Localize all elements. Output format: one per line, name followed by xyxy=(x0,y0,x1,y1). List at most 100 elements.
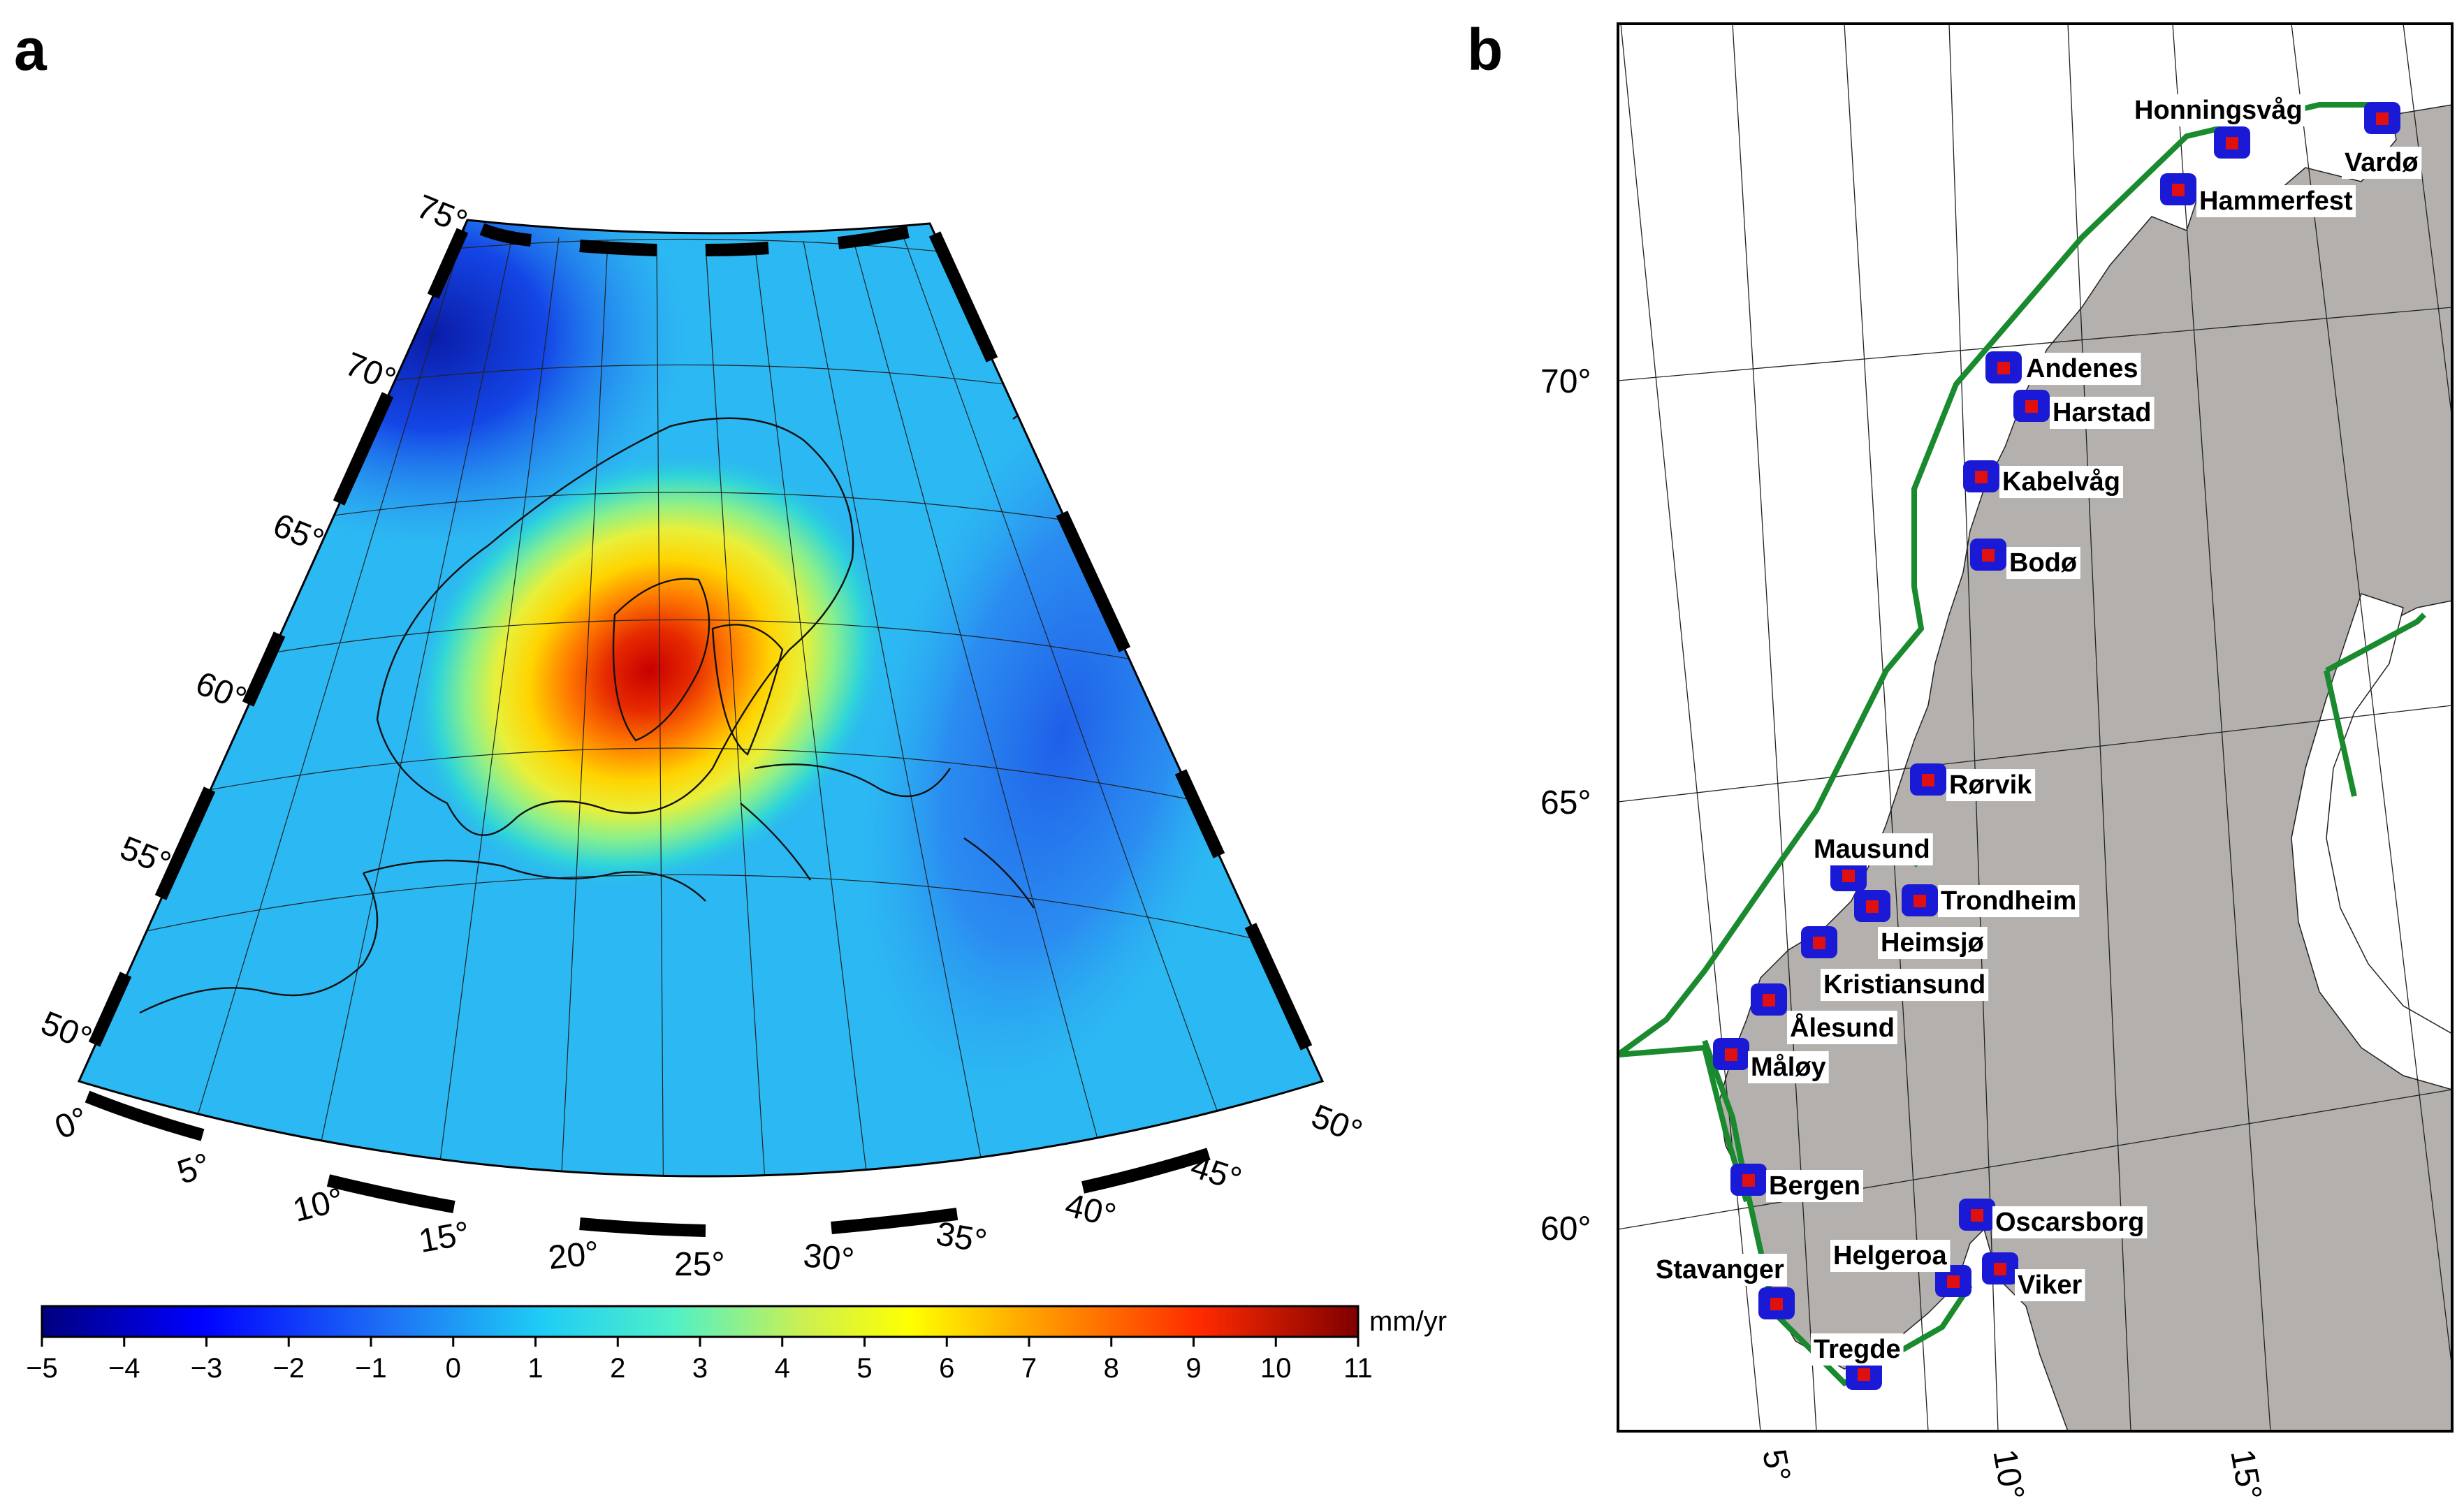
station-heimsjø[interactable]: Heimsjø xyxy=(1854,890,1988,960)
station-vardø[interactable]: Vardø xyxy=(2342,102,2422,180)
colorbar-tick-label: −1 xyxy=(355,1353,387,1384)
station-trondheim[interactable]: Trondheim xyxy=(1902,884,2080,918)
station-label-background xyxy=(1821,969,1989,1002)
station-label-background xyxy=(2196,185,2356,218)
station-label-background xyxy=(2342,147,2422,180)
lat-label-50: 50° xyxy=(36,1004,96,1057)
panel-b-letter: b xyxy=(1467,17,1503,82)
lon-label-0: 0° xyxy=(50,1100,93,1146)
lon-label-50: 50° xyxy=(1306,1098,1367,1151)
station-label-background xyxy=(1748,1051,1829,1084)
station-label: Mausund xyxy=(1814,835,1930,864)
station-label-background xyxy=(1653,1254,1787,1287)
colorbar-tick-label: 10 xyxy=(1260,1353,1292,1384)
tide-gauge-marker xyxy=(1947,1275,1960,1288)
station-label-background xyxy=(2131,94,2305,127)
station-rørvik[interactable]: Rørvik xyxy=(1910,763,2036,802)
station-label: Kristiansund xyxy=(1823,970,1985,1000)
lon-label-40: 40° xyxy=(1061,1187,1119,1235)
b-lat-label-60: 60° xyxy=(1540,1210,1591,1247)
station-label: Helgeroa xyxy=(1833,1241,1947,1271)
station-label-background xyxy=(2006,547,2080,580)
station-label-background xyxy=(2050,397,2155,430)
station-label-background xyxy=(2023,353,2141,386)
tide-gauge-marker xyxy=(1922,774,1934,786)
station-harstad[interactable]: Harstad xyxy=(2013,390,2155,430)
tide-gauge-marker xyxy=(1982,549,1995,562)
station-viker[interactable]: Viker xyxy=(1982,1252,2085,1302)
colorbar-units: mm/yr xyxy=(1369,1306,1447,1337)
tide-gauge-marker xyxy=(2226,137,2238,149)
station-label: Bergen xyxy=(1769,1171,1860,1201)
panel-b-map: 70° 65° 60° 5° 10° 15° HonningsvågVardøH… xyxy=(1540,22,2454,1503)
frame-border-bottom xyxy=(85,1090,1211,1237)
station-label-background xyxy=(2015,1269,2085,1302)
tide-gauge-marker xyxy=(2172,184,2185,196)
tide-gauge-marker xyxy=(1813,937,1825,949)
tide-gauge-marker xyxy=(1770,1298,1783,1310)
tide-gauge-marker xyxy=(2025,400,2038,413)
station-label: Viker xyxy=(2018,1271,2082,1300)
b-lon-label-5: 5° xyxy=(1755,1447,1797,1484)
coastlines-a xyxy=(139,407,1063,1014)
station-kabelvåg[interactable]: Kabelvåg xyxy=(1963,460,2123,499)
colorbar-tick-label: 6 xyxy=(939,1353,954,1384)
map-frame-a xyxy=(77,219,1325,1178)
frame-border-right xyxy=(928,231,1313,1051)
colorbar-ticks: −5 −4 −3 −2 −1 0 1 2 3 4 5 6 7 8 9 10 11 xyxy=(26,1337,1373,1384)
station-label-background xyxy=(1992,1206,2148,1239)
station-label: Ålesund xyxy=(1790,1012,1895,1043)
tide-gauge-marker xyxy=(1971,1209,1983,1222)
station-tregde[interactable]: Tregde xyxy=(1811,1333,1904,1390)
station-honningsvåg[interactable]: Honningsvåg xyxy=(2131,94,2305,159)
tide-gauge-marker xyxy=(1866,900,1879,913)
station-mausund[interactable]: Mausund xyxy=(1811,833,1933,891)
station-label: Stavanger xyxy=(1656,1255,1784,1284)
colorbar-tick-label: 7 xyxy=(1021,1353,1037,1384)
station-label: Oscarsborg xyxy=(1995,1208,2144,1237)
colorbar-tick-label: 5 xyxy=(856,1353,872,1384)
station-label: Heimsjø xyxy=(1881,928,1985,958)
station-måløy[interactable]: Måløy xyxy=(1713,1038,1829,1084)
tide-gauge-marker xyxy=(1997,362,2010,374)
station-label: Trondheim xyxy=(1941,886,2076,916)
tide-gauge-marker xyxy=(1842,870,1855,882)
lon-label-10: 10° xyxy=(289,1181,347,1229)
tide-gauge-marker xyxy=(1858,1368,1870,1381)
station-label-background xyxy=(1787,1011,1897,1045)
tide-gauge-marker xyxy=(1975,471,1988,483)
lon-label-15: 15° xyxy=(416,1215,473,1260)
b-lat-label-70: 70° xyxy=(1540,363,1591,400)
station-bodø[interactable]: Bodø xyxy=(1970,539,2080,580)
colorbar-tick-label: −4 xyxy=(108,1353,140,1384)
tide-gauge-marker xyxy=(1725,1048,1737,1061)
uplift-dome xyxy=(79,220,1322,1176)
station-stavanger[interactable]: Stavanger xyxy=(1653,1254,1795,1319)
tide-gauge-marker xyxy=(2376,112,2389,125)
colorbar-tick-label: −2 xyxy=(272,1353,305,1384)
station-hammerfest[interactable]: Hammerfest xyxy=(2160,173,2356,218)
station-ålesund[interactable]: Ålesund xyxy=(1751,983,1897,1045)
station-andenes[interactable]: Andenes xyxy=(1985,351,2141,386)
station-oscarsborg[interactable]: Oscarsborg xyxy=(1959,1199,2148,1239)
frame-border-top xyxy=(479,223,910,256)
station-label-background xyxy=(1999,466,2123,499)
station-label-background xyxy=(1878,927,1988,960)
station-kristiansund[interactable]: Kristiansund xyxy=(1801,926,1989,1002)
colorbar-tick-label: 9 xyxy=(1186,1353,1201,1384)
tide-gauge-marker xyxy=(1763,994,1775,1006)
station-helgeroa[interactable]: Helgeroa xyxy=(1830,1240,1971,1297)
tide-gauge-marker xyxy=(1742,1174,1755,1187)
station-label-background xyxy=(1766,1170,1863,1203)
colorbar-tick-label: 3 xyxy=(692,1353,708,1384)
colorbar-ramp xyxy=(41,1305,1359,1338)
lat-label-60: 60° xyxy=(191,665,251,718)
stations: Honningsvåg Vardø Hammerfest Andenes Harstad… xyxy=(1653,94,2422,1390)
colorbar-tick-label: −5 xyxy=(26,1353,58,1384)
station-bergen[interactable]: Bergen xyxy=(1730,1164,1863,1203)
colorbar-tick-label: 11 xyxy=(1343,1353,1373,1384)
b-lat-label-65: 65° xyxy=(1540,784,1591,821)
lon-label-25: 25° xyxy=(674,1246,725,1283)
colorbar-tick-label: 2 xyxy=(610,1353,625,1384)
